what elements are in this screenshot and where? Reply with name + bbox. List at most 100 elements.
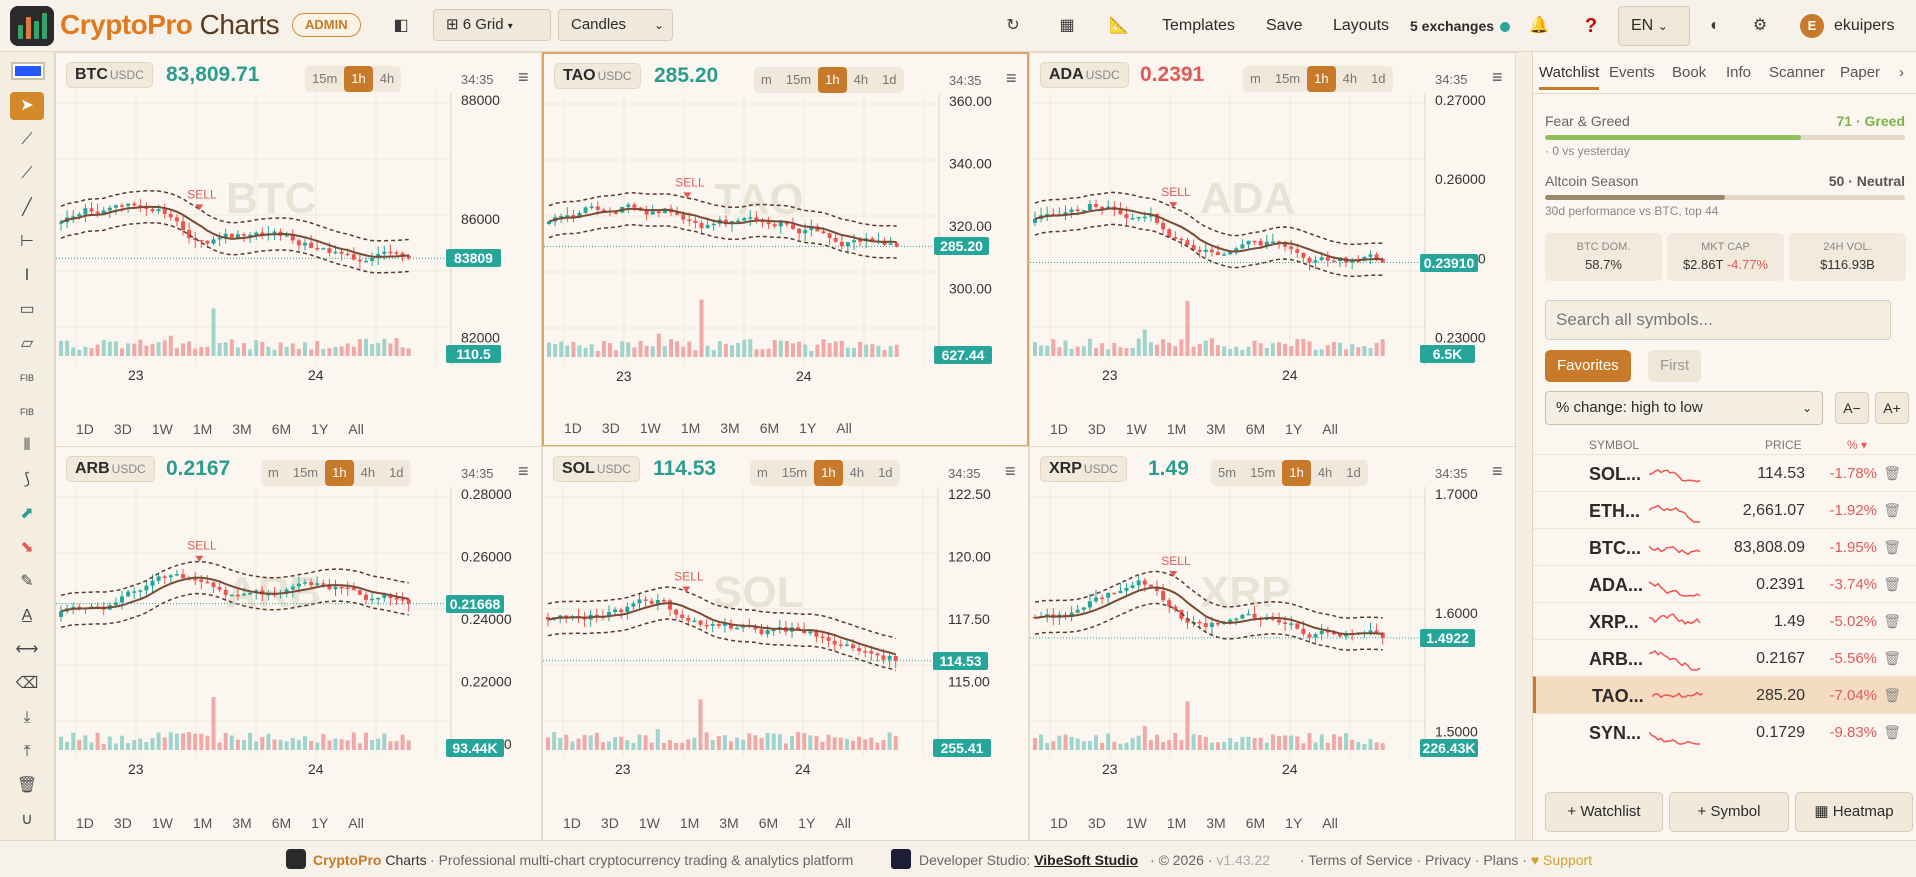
range-option[interactable]: 3M [1206,421,1226,437]
timeframe-option[interactable]: 4h [849,465,865,480]
symbol-selector[interactable]: ADA USDC [1040,62,1129,88]
chart-panel[interactable]: SOL USDC 114.53 m 15m 1h 4h 1d 34:35 ≡ SOL SELL… [542,446,1029,841]
range-option[interactable]: 1W [151,421,173,437]
tab-watchlist[interactable]: Watchlist [1539,64,1600,90]
range-option[interactable]: 1Y [311,815,329,831]
timeframe-option[interactable]: m [1250,71,1261,86]
timeframe-option[interactable]: m [268,465,279,480]
range-option[interactable]: 1M [192,421,213,437]
tabs-scroll-right-icon[interactable]: › [1899,64,1904,81]
terms-link[interactable]: Terms of Service [1308,852,1413,868]
plans-link[interactable]: Plans [1483,852,1519,868]
timeframe-option[interactable]: m [757,465,768,480]
line-icon[interactable]: ╱ [22,199,32,216]
exchanges-status[interactable]: 5 exchanges [1410,11,1511,41]
font-decrease-button[interactable]: A− [1835,392,1869,424]
range-option[interactable]: All [348,421,364,437]
col-pct[interactable]: % ▾ [1847,438,1868,452]
parallel-channel-icon[interactable]: ▱ [20,335,34,352]
timeframe-option[interactable]: 1d [882,72,897,87]
support-link[interactable]: ♥ Support [1530,852,1593,868]
trendline-icon[interactable]: ⟋ [21,131,33,148]
range-option[interactable]: 1D [76,421,94,437]
panel-menu-icon[interactable]: ≡ [1005,461,1016,481]
trash-icon[interactable]: 🗑 [1883,465,1901,481]
trash-icon[interactable]: 🗑 [1883,724,1901,740]
range-option[interactable]: 1D [1050,421,1068,437]
price-chart[interactable]: XRP SELL 1.7000 1.6000 1.5000 23 24 [1030,487,1516,802]
range-option[interactable]: 3D [113,815,132,831]
grid-select[interactable]: ⊞ 6 Grid ▾ [433,9,551,41]
trash-icon[interactable]: 🗑 [1883,687,1901,703]
range-option[interactable]: 3D [1087,815,1106,831]
watchlist-row[interactable]: ARB... 0.2167 -5.56% 🗑 [1533,639,1916,676]
range-option[interactable]: 3D [113,421,132,437]
range-option[interactable]: 3M [1206,815,1226,831]
range-option[interactable]: 3M [232,815,252,831]
ray-icon[interactable]: ⟋ [21,165,33,182]
watchlist-row[interactable]: SOL... 114.53 -1.78% 🗑 [1533,454,1916,491]
tab-scanner[interactable]: Scanner [1769,64,1825,81]
trash-icon[interactable]: 🗑 [1883,650,1901,666]
user-name[interactable]: ekuipers [1834,17,1895,34]
range-option[interactable]: 6M [759,420,780,436]
add-watchlist-button[interactable]: + Watchlist [1545,792,1663,832]
layouts-link[interactable]: Layouts [1333,17,1390,34]
avatar[interactable]: E [1800,14,1824,38]
timeframe-option[interactable]: 4h [1317,465,1333,480]
upload-icon[interactable]: ⤒ [23,743,31,760]
range-option[interactable]: All [1322,421,1338,437]
symbol-selector[interactable]: XRP USDC [1040,456,1127,482]
magnet-icon[interactable]: ∪ [21,811,33,828]
timeframe-option[interactable]: 1h [1282,460,1311,486]
range-option[interactable]: 1Y [1285,815,1303,831]
range-option[interactable]: 1D [76,815,94,831]
trash-icon[interactable]: 🗑 [1883,502,1901,518]
range-option[interactable]: All [836,420,852,436]
vertical-line-icon[interactable]: Ⅰ [24,267,30,284]
price-chart[interactable]: BTC SELL 88000 86000 82000 23 24 [56,93,542,408]
short-position-icon[interactable]: ⬊ [20,539,34,556]
pitchfork-icon[interactable]: ⦀ [23,437,31,454]
pencil-icon[interactable]: ✎ [20,573,34,590]
timeframe-option[interactable]: 5m [1218,465,1237,480]
range-option[interactable]: 1M [679,815,700,831]
timeframe-option[interactable]: 1h [814,460,843,486]
panel-menu-icon[interactable]: ≡ [518,461,529,481]
range-option[interactable]: 1W [639,420,661,436]
trash-icon[interactable]: 🗑 [1883,613,1901,629]
tab-events[interactable]: Events [1609,64,1655,81]
range-option[interactable]: 3M [719,815,739,831]
timeframe-option[interactable]: 15m [292,465,319,480]
symbol-selector[interactable]: TAO USDC [554,63,641,89]
calendar-icon[interactable]: ▦ [1059,17,1075,34]
panel-menu-icon[interactable]: ≡ [1492,461,1503,481]
timeframe-option[interactable]: 1h [818,67,847,93]
rectangle-icon[interactable]: ▭ [19,301,35,318]
range-option[interactable]: 3D [600,815,619,831]
range-option[interactable]: 6M [758,815,779,831]
range-option[interactable]: 3D [1087,421,1106,437]
horizontal-line-icon[interactable]: ⊢ [20,233,34,250]
range-option[interactable]: 3M [720,420,740,436]
timeframe-option[interactable]: 4h [379,71,395,86]
tab-paper[interactable]: Paper [1840,64,1881,81]
fib-extension-icon[interactable]: FIB [19,407,34,417]
chart-panel[interactable]: ADA USDC 0.2391 m 15m 1h 4h 1d 34:35 ≡ ADA SELL… [1029,52,1516,447]
panel-menu-icon[interactable]: ≡ [518,67,529,87]
panel-menu-icon[interactable]: ≡ [1006,68,1017,88]
timeframe-option[interactable]: 1d [1346,465,1361,480]
language-select[interactable]: EN ⌄ [1618,6,1690,46]
chart-type-select[interactable]: Candles ⌄ [558,9,673,41]
timeframe-option[interactable]: 15m [785,72,812,87]
long-position-icon[interactable]: ⬈ [20,505,34,522]
eraser-icon[interactable]: ⌫ [15,675,39,692]
symbol-selector[interactable]: SOL USDC [553,456,640,482]
timeframe-option[interactable]: 4h [853,72,869,87]
cursor-icon[interactable]: ➤ [10,92,44,120]
range-option[interactable]: 1W [638,815,660,831]
watchlist-row[interactable]: ADA... 0.2391 -3.74% 🗑 [1533,565,1916,602]
symbol-selector[interactable]: ARB USDC [66,456,155,482]
sort-select[interactable]: % change: high to low ⌄ [1545,391,1823,425]
range-option[interactable]: 1Y [798,815,816,831]
